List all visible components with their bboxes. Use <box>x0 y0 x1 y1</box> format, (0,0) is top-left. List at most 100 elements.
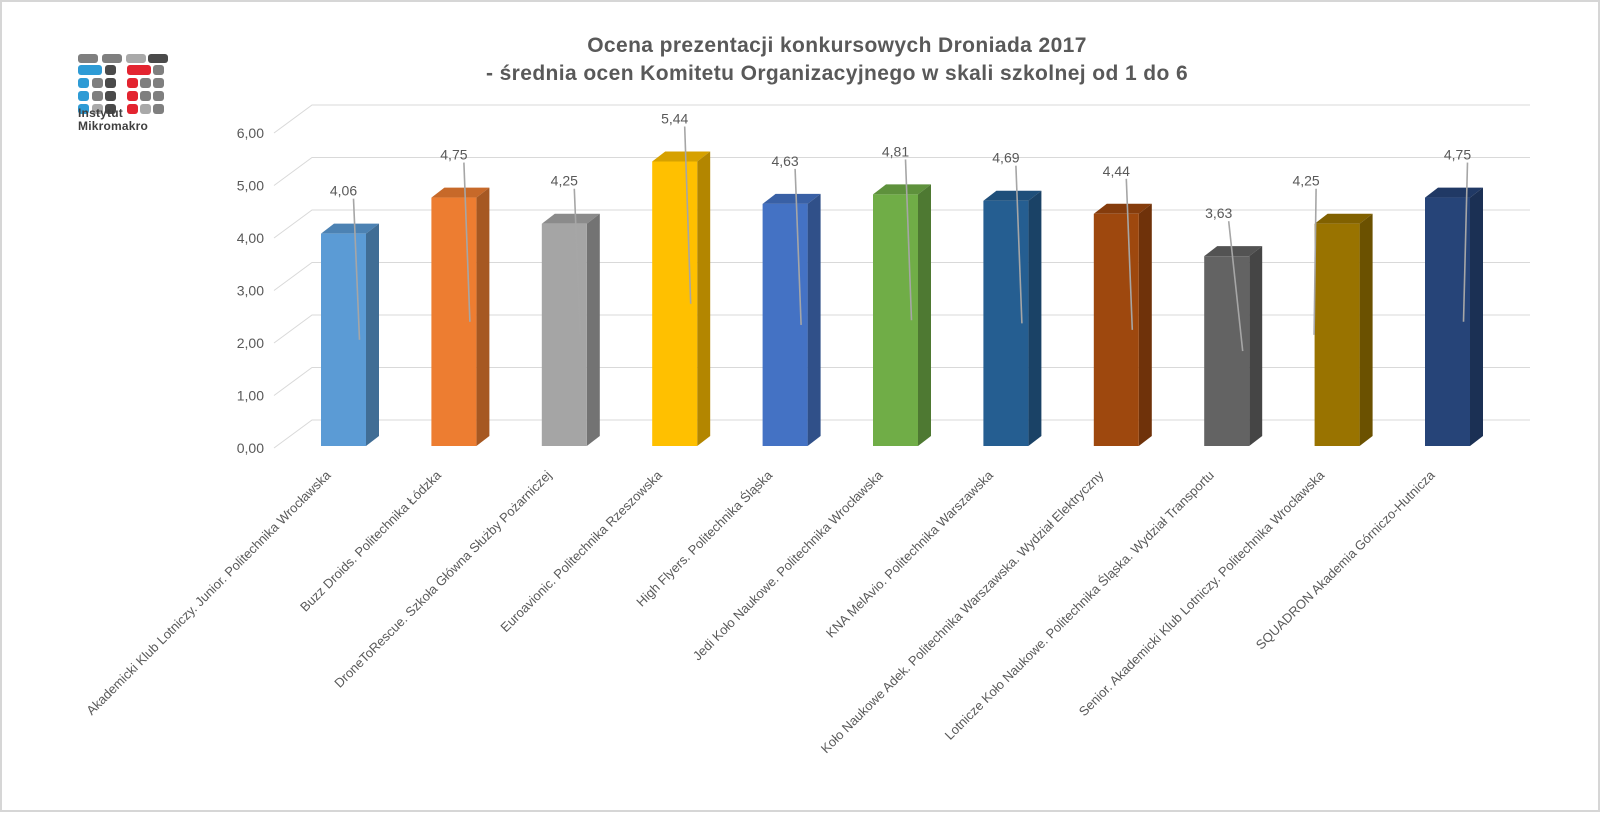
bar-side-face <box>1359 213 1373 446</box>
bar-data-label: 4,69 <box>992 150 1019 166</box>
label-leader-line <box>904 159 913 321</box>
bar-data-label: 4,81 <box>882 143 909 159</box>
bar-column <box>1204 246 1263 446</box>
bar-column <box>541 213 600 446</box>
logo-cell <box>105 78 116 88</box>
bar-side-face <box>918 184 931 446</box>
logo-cell <box>127 104 138 114</box>
bar-column <box>873 184 931 446</box>
bar-side-face <box>1470 187 1483 446</box>
bar-side-face <box>1138 203 1152 446</box>
y-axis-tick-label: 0,00 <box>237 440 264 456</box>
bar-column <box>1093 203 1152 446</box>
logo-cell <box>78 91 89 101</box>
bar-top-face <box>431 187 490 198</box>
chart-title-line1: Ocena prezentacji konkursowych Droniada … <box>587 34 1087 57</box>
bar-data-label: 4,25 <box>551 173 578 189</box>
bar-top-face <box>983 190 1042 201</box>
y-axis-tick-label: 1,00 <box>237 388 264 404</box>
chart-title: Ocena prezentacji konkursowych Droniada … <box>237 32 1437 88</box>
bar-top-face <box>541 213 600 224</box>
logo-cell <box>105 65 116 75</box>
logo-cell <box>127 78 138 88</box>
category-axis-label: SQUADRON Akademia Górniczo-Hutnicza <box>1253 467 1438 652</box>
category-axis-label: Senior. Akademicki Klub Lotniczy. Polite… <box>1076 467 1328 719</box>
logo-cell <box>153 104 164 114</box>
instytut-mikromakro-logo <box>78 54 178 116</box>
logo-cell <box>140 104 151 114</box>
bar-top-face <box>321 223 379 234</box>
logo-cell <box>92 104 103 114</box>
category-axis-label: Lotnicze Koło Naukowe. Politechnika Śląs… <box>942 468 1217 743</box>
logo-cell <box>78 78 89 88</box>
bar-front-face <box>762 203 808 446</box>
label-leader-line <box>573 188 582 335</box>
bar-front-face <box>652 161 698 446</box>
bar-front-face <box>1204 256 1250 446</box>
bar-data-label: 4,44 <box>1103 163 1130 179</box>
bar-data-label: 4,25 <box>1292 173 1319 189</box>
bar-data-label: 4,06 <box>330 183 357 199</box>
label-leader-line <box>683 126 692 304</box>
bar-top-face <box>652 151 711 162</box>
bar-column <box>431 187 490 446</box>
bar-column <box>1314 213 1373 446</box>
logo-cell <box>78 65 102 75</box>
label-leader-line <box>794 168 802 325</box>
bar-data-label: 4,63 <box>771 153 798 169</box>
bar-front-face <box>1425 197 1470 446</box>
logo-text-line2: Mikromakro <box>78 119 149 133</box>
logo-cell <box>92 91 103 101</box>
logo-cell <box>140 91 151 101</box>
bar-top-face <box>1425 187 1483 198</box>
category-axis-label: Jedi Koło Naukowe. Politechnika Wrocławs… <box>690 467 886 663</box>
y-axis-tick-label: 2,00 <box>237 335 264 351</box>
bar-column <box>983 190 1042 446</box>
label-leader-line <box>1313 188 1317 335</box>
logo-cell <box>102 54 122 63</box>
bar-front-face <box>983 200 1029 446</box>
bar-top-face <box>1204 246 1263 257</box>
bar-column <box>652 151 711 446</box>
logo-text-line1: Instytut <box>78 106 123 120</box>
logo-cell <box>78 54 98 63</box>
bar-front-face <box>431 197 477 446</box>
bar-top-face <box>873 184 931 195</box>
logo-text: Instytut Mikromakro <box>78 107 148 133</box>
bar-data-label: 4,75 <box>1444 147 1471 163</box>
label-leader-line <box>1227 221 1244 352</box>
bar-column <box>321 223 379 446</box>
bar-top-face <box>762 193 821 204</box>
y-axis-tick-label: 6,00 <box>237 125 264 141</box>
gridline <box>273 157 1530 186</box>
label-leader-line <box>1125 178 1134 330</box>
logo-cell <box>153 78 164 88</box>
category-axis-label: DroneToRescue. Szkoła Główna Służby Poża… <box>331 467 554 690</box>
bar-side-face <box>476 187 490 446</box>
bar-side-face <box>1028 190 1042 446</box>
label-leader-line <box>463 162 471 322</box>
logo-cell <box>92 78 103 88</box>
label-leader-line <box>352 198 361 340</box>
label-leader-line <box>1462 162 1469 322</box>
logo-cell <box>126 54 146 63</box>
logo-cell <box>78 104 89 114</box>
logo-cell <box>140 78 151 88</box>
bar-data-label: 5,44 <box>661 110 688 126</box>
logo-cell <box>105 91 116 101</box>
bar-top-face <box>1314 213 1373 224</box>
chart-title-line2: - średnia ocen Komitetu Organizacyjnego … <box>485 62 1189 85</box>
gridline <box>273 104 1530 134</box>
bar-column <box>1425 187 1483 446</box>
y-axis-tick-label: 3,00 <box>237 283 264 299</box>
bar-side-face <box>366 223 379 446</box>
bar-column <box>762 193 821 446</box>
bar-top-face <box>1093 203 1152 214</box>
logo-cell <box>153 65 164 75</box>
bar-front-face <box>1093 213 1139 446</box>
logo-cell <box>127 91 138 101</box>
category-axis-label: Akademicki Klub Lotniczy. Junior. Polite… <box>83 467 334 718</box>
bar-front-face <box>541 223 587 446</box>
bar-data-label: 3,63 <box>1205 205 1232 221</box>
bar-front-face <box>1314 223 1360 446</box>
